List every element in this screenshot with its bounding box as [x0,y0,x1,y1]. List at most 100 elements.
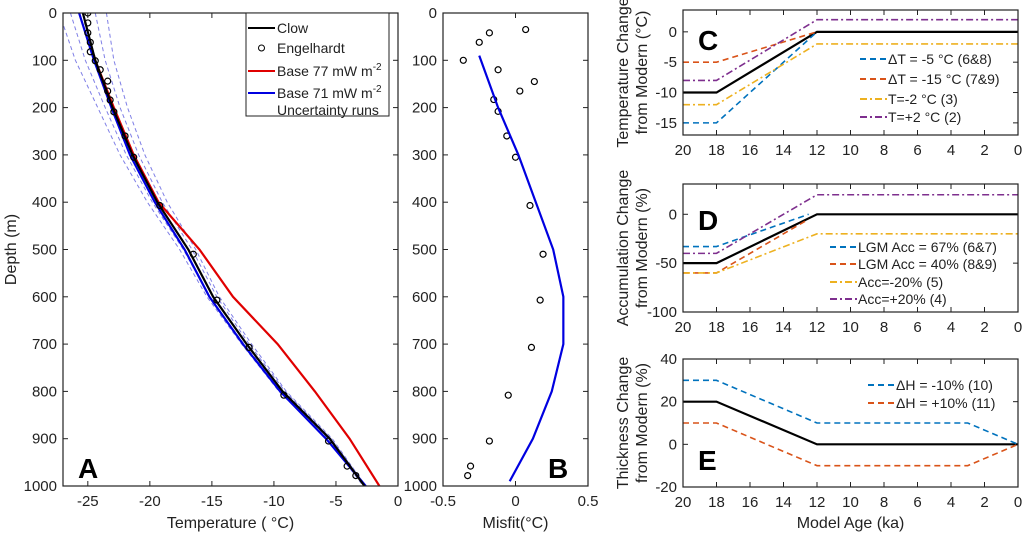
data-point-engelhardt [213,296,221,304]
x-tick-label: 4 [947,142,955,159]
data-point-engelhardt [110,108,118,116]
legend-label: Clow [277,20,309,36]
series-line-clow [81,13,366,486]
y-tick-label: 600 [412,289,437,306]
data-point-engelhardt [280,391,288,399]
x-tick-label: 16 [742,319,759,336]
y-tick-label: 800 [32,383,57,400]
x-tick-label: -10 [263,493,285,510]
series-line-uncertainty-runs [105,13,367,486]
x-tick-label: 18 [708,319,725,336]
plot-area [459,25,565,482]
x-tick-label: 0 [1014,319,1022,336]
legend-label: Uncertainty runs [277,102,379,118]
legend-label-text: Base 71 mW m [277,85,373,101]
series-line-series [683,30,1018,94]
x-tick-label: 0 [1014,142,1022,159]
x-tick-label: 10 [842,319,859,336]
y-axis-label: Depth (m) [3,214,20,285]
series-line-h-10-11 [683,422,1018,467]
y-tick-label: 0 [669,436,677,453]
y-axis-label: Temperature Change [615,0,632,148]
x-tick-label: -0.5 [430,493,456,510]
legend-label: LGM Acc = 40% (8&9) [858,256,997,272]
x-tick-label: 10 [842,142,859,159]
x-tick-label: 10 [842,494,859,511]
panel-letter: C [698,25,718,56]
series-line-series [478,55,565,482]
panel-a: -25 -20 -15 -10 -5 0 0 100 200 300 400 500 600 700 800… [3,5,402,532]
y-tick-label: 400 [412,194,437,211]
x-axis-label: Model Age (ka) [797,515,905,532]
y-tick-label: 500 [412,242,437,259]
x-tick-label: 12 [809,494,826,511]
legend-label: ΔH = +10% (11) [896,395,995,411]
data-point-engelhardt [104,77,112,85]
x-tick-label: 8 [880,142,888,159]
x-axis-label: Temperature ( °C) [167,515,294,532]
legend-marker [258,44,265,52]
series-line-series [683,213,1018,265]
x-tick-label: 6 [913,142,921,159]
legend: ΔH = -10% (10) ΔH = +10% (11) [868,377,995,411]
y-tick-label: -100 [647,304,677,321]
y-tick-label: 40 [660,351,677,368]
axes-frame [682,183,1019,313]
x-tick-label: 16 [742,142,759,159]
data-point-engelhardt [106,96,114,104]
data-point-engelhardt [96,66,104,74]
x-tick-label: -5 [329,493,342,510]
data-point-series [526,201,534,210]
data-point-series [536,296,544,304]
data-point-engelhardt [86,48,94,56]
data-point-engelhardt [130,153,138,161]
data-point-series [459,56,467,64]
y-tick-label: 20 [660,394,677,411]
legend-label: LGM Acc = 67% (6&7) [858,239,997,255]
x-tick-label: 14 [775,319,792,336]
y-tick-label: 400 [32,194,57,211]
series-line-lgm-acc-67-6-7 [683,213,809,248]
x-tick-label: 2 [980,319,988,336]
y-tick-label: 200 [32,100,57,117]
y-tick-label: 0 [669,206,677,223]
y-tick-label: 700 [32,336,57,353]
series-line-t-2-c-2 [683,18,1018,82]
legend-label: Engelhardt [277,40,345,56]
legend: LGM Acc = 67% (6&7)LGM Acc = 40% (8&9) Ac… [830,239,997,307]
data-point-series [485,29,493,37]
legend-label: ΔT = -15 °C (7&9) [888,71,1000,87]
y-tick-label: -5 [664,54,677,71]
data-point-engelhardt [189,250,197,258]
x-tick-label: 12 [809,319,826,336]
series-line-acc-20-5 [683,233,1018,274]
y-tick-label: 700 [412,336,437,353]
y-tick-label: -15 [655,115,677,132]
series-line-t-2-c-3 [683,43,1018,106]
x-tick-label: -15 [201,493,223,510]
x-tick-label: 0 [511,493,519,510]
data-point-series [530,77,538,86]
x-tick-label: 20 [675,319,692,336]
axes-frame [682,9,1019,136]
x-tick-label: 20 [675,494,692,511]
y-tick-label: 800 [412,383,437,400]
legend-box [245,12,390,117]
legend-label: Acc=+20% (4) [858,291,947,307]
series-line-acc-20-4 [683,193,1018,255]
y-tick-label: 0 [49,5,57,22]
data-point-series [522,25,530,34]
y-axis-label: from Modern (%) [634,363,651,483]
series-line-base-77-mw-m [92,55,381,486]
data-point-engelhardt [343,462,351,470]
x-tick-label: 0 [394,493,402,510]
legend-label: T=+2 °C (2) [888,109,961,125]
data-point-engelhardt [352,471,360,480]
data-point-engelhardt [324,437,333,445]
y-axis-label: Accumulation Change [615,170,632,327]
series-line-base-71-mw-m [78,13,367,486]
x-tick-label: -20 [139,493,161,510]
x-tick-label: -25 [77,493,99,510]
data-point-series [485,437,493,445]
